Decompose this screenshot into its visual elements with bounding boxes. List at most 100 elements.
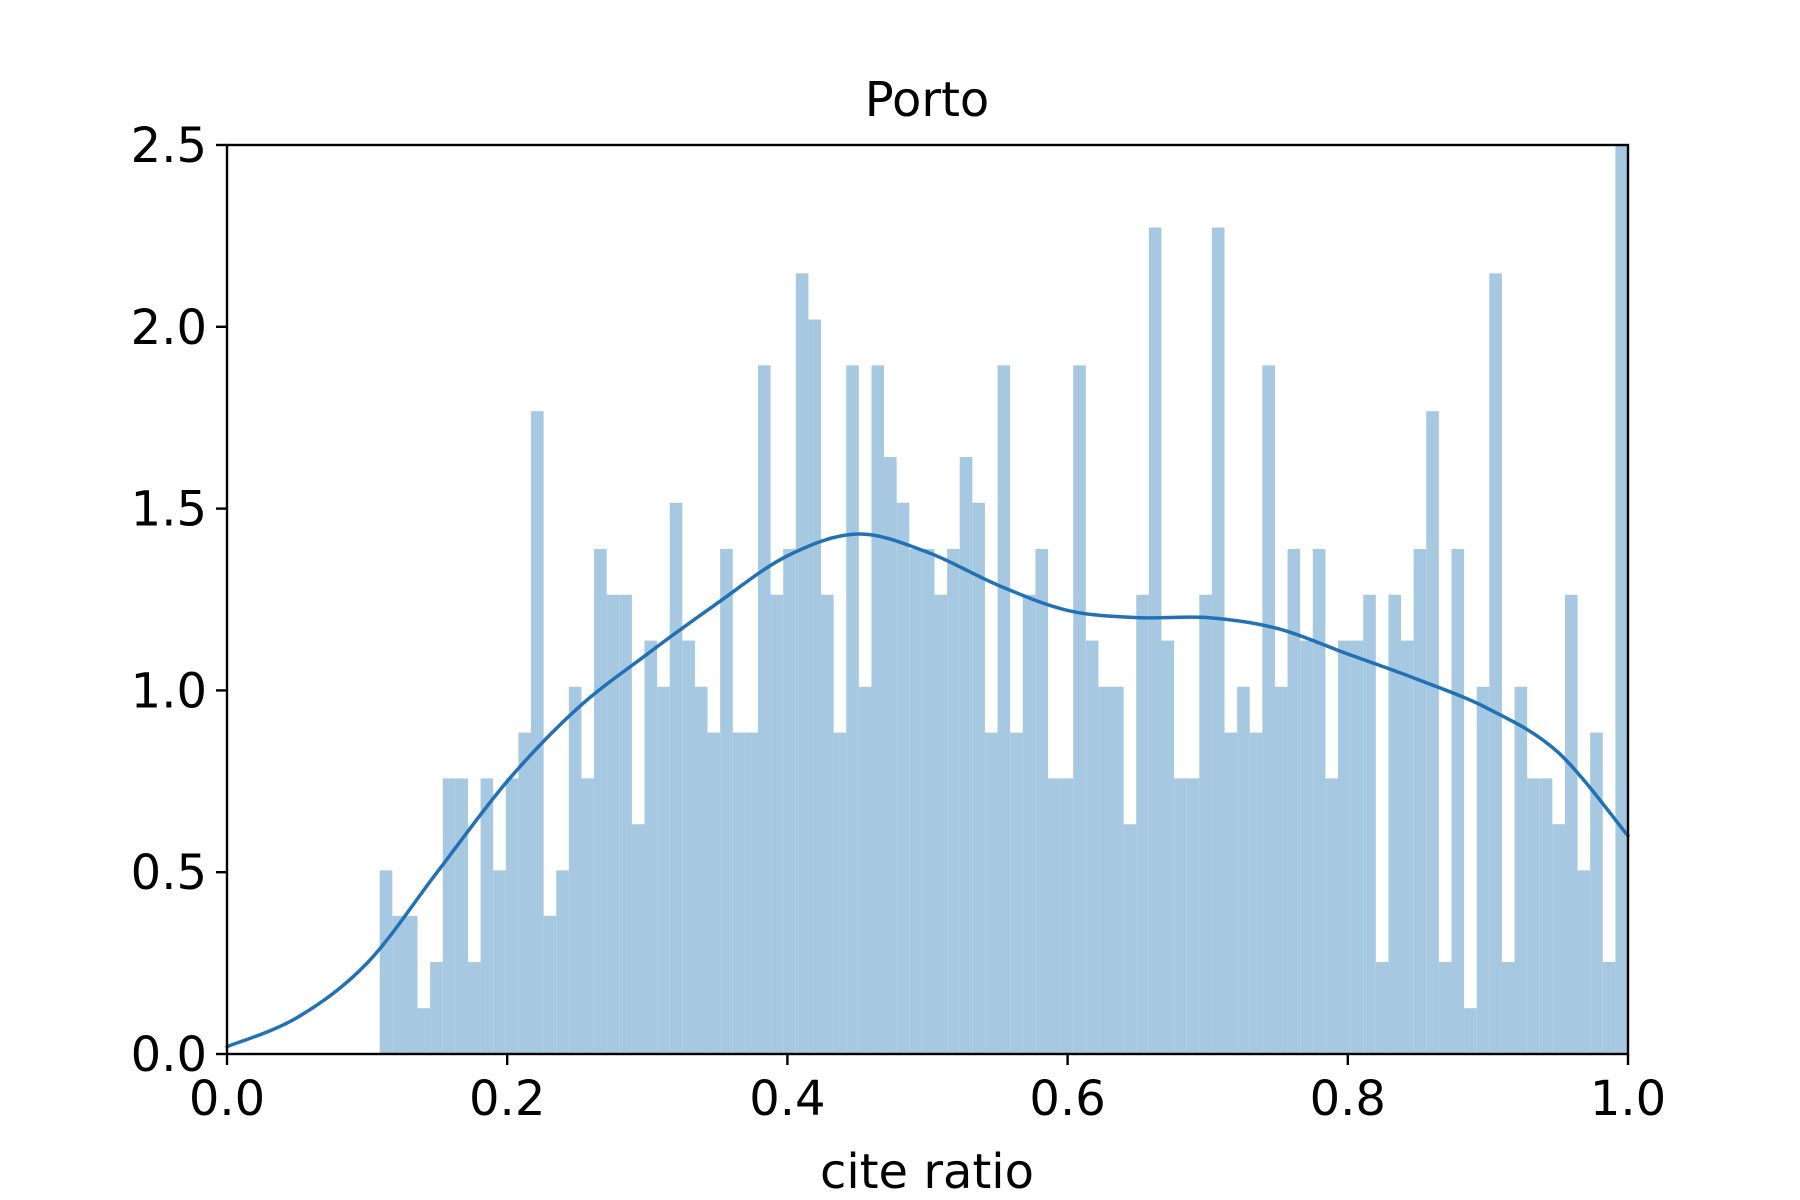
histogram-bar <box>858 686 872 1054</box>
x-tick-label: 0.8 <box>1310 1071 1386 1127</box>
histogram-bar <box>1375 962 1389 1054</box>
histogram-bar <box>707 732 721 1054</box>
histogram-bar <box>1022 594 1036 1054</box>
histogram-bar <box>1300 640 1313 1054</box>
histogram-bar <box>531 411 544 1054</box>
kde-curve <box>225 532 1630 1049</box>
histogram-bar <box>682 640 695 1054</box>
histogram-bar <box>1564 594 1578 1054</box>
y-tick-label: 2.0 <box>131 300 207 356</box>
histogram-bar <box>644 640 658 1054</box>
histogram-bar <box>783 548 796 1054</box>
histogram-bar <box>846 365 859 1054</box>
histogram-bar <box>1476 686 1490 1054</box>
histogram-bar <box>808 319 822 1054</box>
x-tick-label: 0.4 <box>749 1071 825 1127</box>
histogram-bar <box>518 732 532 1054</box>
chart-title: Porto <box>865 72 990 128</box>
histogram-bar <box>1098 686 1112 1054</box>
histogram-bar <box>884 456 897 1054</box>
histogram-bar <box>1085 640 1099 1054</box>
histogram-bar <box>1514 686 1528 1054</box>
histogram-bar <box>770 594 784 1054</box>
x-axis-label: cite ratio <box>820 1144 1034 1200</box>
histogram-bar <box>1438 962 1452 1054</box>
histogram-bar <box>934 594 948 1054</box>
histogram-bar <box>1527 778 1540 1054</box>
histogram-bar <box>959 456 973 1054</box>
histogram-bar <box>455 778 468 1054</box>
histogram-bar <box>594 548 607 1054</box>
histogram-bars <box>379 145 1628 1054</box>
x-tick-label: 1.0 <box>1590 1071 1666 1127</box>
histogram-bar <box>720 548 733 1054</box>
y-tick-label: 0.5 <box>131 845 207 901</box>
y-axis: 0.0 0.5 1.0 1.5 2.0 2.5 <box>131 118 227 1083</box>
histogram-bar <box>379 870 393 1054</box>
histogram-bar <box>745 732 758 1054</box>
histogram-bar <box>1615 145 1628 1054</box>
plot-frame <box>225 143 1630 1056</box>
histogram-bar <box>1224 732 1238 1054</box>
histogram-bar <box>1111 686 1124 1054</box>
histogram-bar <box>1350 640 1364 1054</box>
histogram-bar <box>669 502 683 1054</box>
histogram-bar <box>1337 640 1351 1054</box>
histogram-bar <box>1539 778 1553 1054</box>
histogram-bar <box>480 778 494 1054</box>
histogram-bar <box>909 548 922 1054</box>
y-tick-label: 1.0 <box>131 663 207 719</box>
histogram-bar <box>505 778 519 1054</box>
histogram-bar <box>1186 778 1200 1054</box>
histogram-bar <box>896 502 910 1054</box>
histogram-bar <box>1174 778 1187 1054</box>
x-tick-label: 0.2 <box>469 1071 545 1127</box>
histogram-bar <box>833 732 847 1054</box>
x-axis: 0.0 0.2 0.4 0.6 0.8 1.0 <box>189 1054 1666 1127</box>
histogram-bar <box>871 365 885 1054</box>
histogram-bar <box>1464 1008 1477 1054</box>
histogram-bar <box>1237 686 1250 1054</box>
histogram-bar <box>984 732 998 1054</box>
histogram-bar <box>430 962 443 1054</box>
histogram-bar <box>795 273 809 1054</box>
histogram-bar <box>1047 778 1061 1054</box>
histogram-bar <box>1262 365 1275 1054</box>
histogram-bar <box>757 365 771 1054</box>
histogram-bar <box>619 594 632 1054</box>
histogram-bar <box>921 548 935 1054</box>
histogram-bar <box>1577 870 1591 1054</box>
histogram-bar <box>1489 273 1502 1054</box>
histogram-bar <box>1312 548 1326 1054</box>
histogram-bar <box>1161 640 1175 1054</box>
histogram-bar <box>1401 640 1414 1054</box>
histogram-bar <box>1274 686 1288 1054</box>
histogram-bar <box>1363 594 1376 1054</box>
histogram-bar <box>1325 778 1338 1054</box>
x-tick-label: 0.0 <box>189 1071 265 1127</box>
histogram-bar <box>972 502 985 1054</box>
histogram-bar <box>467 962 481 1054</box>
histogram-bar <box>1388 594 1402 1054</box>
histogram-bar <box>1123 824 1137 1054</box>
histogram-bar <box>1590 732 1603 1054</box>
histogram-bar <box>417 1008 431 1054</box>
histogram-bar <box>1148 227 1162 1054</box>
histogram-bar <box>1287 548 1301 1054</box>
histogram-bar <box>1426 411 1439 1054</box>
histogram-bar <box>1413 548 1427 1054</box>
histogram-bar <box>606 594 620 1054</box>
histogram-bar <box>1451 548 1465 1054</box>
histogram-bar <box>1501 962 1515 1054</box>
histogram-bar <box>947 548 960 1054</box>
x-tick-label: 0.6 <box>1029 1071 1105 1127</box>
histogram-bar <box>657 686 670 1054</box>
histogram-bar <box>493 870 506 1054</box>
y-tick-label: 0.0 <box>131 1027 207 1083</box>
histogram-bar <box>1073 365 1086 1054</box>
histogram-bar <box>732 732 746 1054</box>
histogram-bar <box>1010 732 1023 1054</box>
y-tick-label: 1.5 <box>131 482 207 538</box>
histogram-bar <box>1136 594 1149 1054</box>
histogram-bar <box>821 594 834 1054</box>
